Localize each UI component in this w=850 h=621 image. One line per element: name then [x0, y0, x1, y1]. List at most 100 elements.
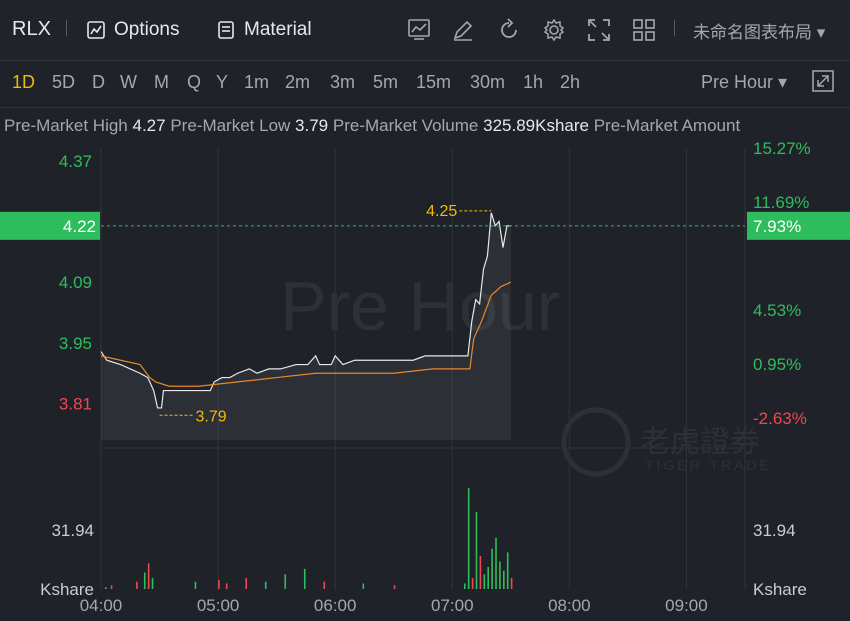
material-label: Material — [244, 19, 312, 40]
current-price-value: 4.22 — [63, 217, 96, 236]
layout-dropdown[interactable]: 未命名图表布局 ▾ — [693, 23, 826, 42]
y-tick-left: 4.09 — [59, 273, 92, 292]
volume-bar — [151, 578, 154, 589]
options-chart-icon — [87, 21, 105, 39]
volume-bar — [510, 578, 513, 589]
y-tick-left: 3.81 — [59, 395, 92, 414]
period-bar: 1D 5D D W M Q Y 1m 2m 3m 5m 15m 30m 1h 2h — [0, 61, 850, 108]
divider — [66, 20, 67, 36]
y-tick-left: 3.95 — [59, 334, 92, 353]
period-tab-5m[interactable]: 5m — [373, 72, 399, 92]
fullscreen-icon[interactable] — [586, 17, 612, 43]
low-label: Pre-Market Low — [170, 116, 291, 135]
volume-bar — [471, 578, 474, 589]
low-marker-label: 3.79 — [196, 408, 227, 425]
expand-icon[interactable] — [812, 70, 834, 92]
brand-cn: 老虎證券 — [640, 425, 760, 460]
brand-en: TIGER TRADE — [645, 457, 772, 473]
draw-icon[interactable] — [450, 17, 476, 43]
options-button[interactable]: Options — [86, 15, 179, 45]
period-tab-15m[interactable]: 15m — [416, 72, 452, 92]
premarket-stats: Pre-Market High 4.27 Pre-Market Low 3.79… — [4, 116, 740, 136]
volume-unit-left: Kshare — [40, 580, 94, 599]
volume-bar — [303, 568, 306, 589]
volume-bar — [225, 583, 228, 589]
session-dropdown[interactable]: Pre Hour ▾ — [701, 72, 788, 92]
volume-bar — [487, 567, 489, 589]
x-tick: 08:00 — [548, 596, 591, 615]
y-tick-left: 4.37 — [59, 152, 92, 171]
volume-bar — [483, 574, 486, 589]
y-tick-right: 4.53% — [753, 301, 801, 320]
period-tab-1h[interactable]: 1h — [523, 72, 544, 92]
volume-bar — [503, 570, 505, 589]
volume-bar — [104, 587, 107, 589]
volume-bar — [467, 488, 470, 589]
volume-bar — [147, 563, 150, 589]
volume-bar — [194, 581, 197, 589]
volume-bar — [284, 574, 287, 589]
volume-label: Pre-Market Volume — [332, 116, 479, 135]
volume-bar — [362, 583, 365, 589]
price-area — [101, 212, 511, 440]
period-tab-1m[interactable]: 1m — [244, 72, 270, 92]
period-tab-y[interactable]: Y — [216, 72, 229, 92]
volume-bar — [499, 561, 501, 589]
grid-icon[interactable] — [631, 17, 657, 43]
current-pct-tag — [747, 211, 850, 240]
volume-tick-right: 31.94 — [753, 521, 796, 540]
material-doc-icon — [218, 21, 234, 39]
x-tick: 09:00 — [665, 596, 708, 615]
volume-bar — [506, 552, 509, 589]
volume-bar — [110, 585, 113, 589]
volume-bar — [475, 512, 478, 589]
y-tick-right: 0.95% — [753, 355, 801, 374]
gear-icon[interactable] — [541, 17, 567, 43]
period-tab-d[interactable]: D — [92, 72, 105, 92]
volume-bar — [393, 585, 396, 589]
volume-value: 325.89Kshare — [483, 116, 589, 135]
y-tick-right: 15.27% — [753, 140, 811, 158]
period-tab-1d[interactable]: 1D — [12, 72, 36, 92]
current-price-tag — [0, 211, 100, 240]
refresh-icon[interactable] — [496, 17, 522, 43]
y-tick-right: 11.69% — [753, 193, 809, 212]
x-tick: 04:00 — [80, 596, 123, 615]
divider — [674, 20, 675, 36]
chart-settings-icon[interactable] — [406, 17, 432, 43]
volume-bar — [463, 583, 466, 589]
period-tab-q[interactable]: Q — [187, 72, 202, 92]
high-label: Pre-Market High — [4, 116, 128, 135]
top-toolbar: RLX Options Material 未命名图表布局 ▾ — [0, 0, 850, 61]
volume-bar — [143, 572, 146, 589]
x-tick: 05:00 — [197, 596, 240, 615]
volume-bar — [491, 548, 493, 589]
period-tab-5d[interactable]: 5D — [52, 72, 76, 92]
period-tab-2h[interactable]: 2h — [560, 72, 581, 92]
volume-bar — [136, 581, 138, 589]
material-button[interactable]: Material — [216, 15, 312, 45]
period-tab-30m[interactable]: 30m — [470, 72, 506, 92]
high-value: 4.27 — [132, 116, 166, 135]
high-marker-label: 4.25 — [426, 203, 457, 220]
volume-bar — [245, 578, 248, 589]
x-tick: 06:00 — [314, 596, 357, 615]
period-tab-w[interactable]: W — [120, 72, 137, 92]
period-tab-m[interactable]: M — [154, 72, 169, 92]
symbol-label[interactable]: RLX — [12, 18, 51, 40]
low-value: 3.79 — [295, 116, 329, 135]
y-tick-right: -2.63% — [753, 409, 807, 428]
price-line — [100, 212, 511, 409]
period-tab-2m[interactable]: 2m — [285, 72, 311, 92]
x-tick: 07:00 — [431, 596, 474, 615]
volume-bar — [495, 537, 497, 589]
amount-label: Pre-Market Amount — [593, 116, 741, 135]
volume-bar — [218, 579, 220, 589]
tiger-logo-icon — [561, 407, 631, 477]
volume-unit-right: Kshare — [753, 580, 807, 599]
average-line — [100, 281, 512, 387]
volume-bar — [323, 581, 326, 589]
watermark-text: Pre Hour — [280, 267, 560, 345]
period-tab-3m[interactable]: 3m — [330, 72, 356, 92]
